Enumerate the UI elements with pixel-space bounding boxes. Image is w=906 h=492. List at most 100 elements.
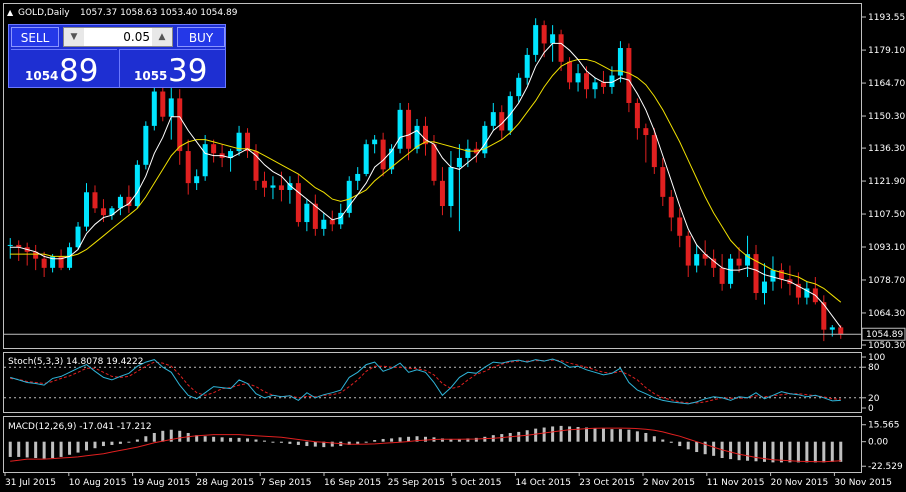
candle-body (745, 254, 751, 266)
candle (185, 139, 191, 195)
candle (211, 139, 217, 163)
candle-body (287, 183, 293, 190)
candle-body (728, 258, 734, 284)
macd-histogram-bar (398, 437, 402, 442)
macd-tick-label: -22.529 (868, 462, 903, 472)
price-tick-label: 1193.55 (868, 13, 905, 23)
candle (592, 77, 598, 99)
macd-pane[interactable] (3, 416, 862, 473)
macd-histogram-bar (483, 436, 487, 442)
sell-button[interactable]: SELL (11, 27, 59, 47)
bid-price-prefix: 1054 (25, 69, 59, 83)
one-click-trading-panel: SELL ▼ 0.05 ▲ BUY 1054 89 1055 39 (8, 24, 226, 88)
lot-decrease-icon[interactable]: ▼ (64, 28, 84, 46)
stoch-pane[interactable] (3, 352, 862, 413)
candle (660, 157, 666, 207)
macd-histogram-bar (551, 426, 555, 442)
candle-body (134, 164, 140, 207)
candle (482, 121, 488, 158)
candle-body (753, 254, 759, 294)
main-chart-pane[interactable] (3, 3, 862, 349)
price-tick-label: 1164.70 (868, 79, 905, 89)
candle-body (338, 212, 344, 225)
candle (694, 244, 700, 273)
candle-body (143, 125, 149, 165)
candle (439, 167, 445, 216)
current-price-label: 1054.89 (866, 330, 903, 340)
candle-body (389, 148, 395, 170)
candle-body (482, 125, 488, 154)
macd-histogram-bar (118, 441, 122, 444)
candle-body (550, 34, 556, 44)
macd-histogram-bar (135, 439, 139, 442)
candle (194, 169, 200, 190)
candle-body (372, 139, 378, 145)
candle-body (109, 208, 115, 216)
time-tick-label: 11 Nov 2015 (707, 478, 765, 488)
chart-menu-arrow-icon[interactable]: ▲ (7, 8, 14, 17)
candle-body (7, 244, 13, 246)
candle-body (719, 267, 725, 284)
candle (541, 20, 547, 58)
macd-histogram-bar (695, 441, 699, 453)
candle (363, 139, 369, 177)
macd-histogram-bar (762, 441, 766, 462)
candle (711, 249, 717, 277)
candle-body (202, 144, 208, 177)
ask-price-button[interactable]: 1055 39 (119, 49, 226, 88)
candle-body (355, 173, 361, 181)
macd-histogram-bar (796, 441, 800, 463)
macd-histogram-bar (330, 441, 334, 447)
macd-histogram-bar (254, 439, 258, 442)
macd-histogram-bar (729, 441, 733, 460)
candle (567, 57, 573, 90)
macd-histogram-bar (678, 441, 682, 447)
candle (151, 86, 157, 131)
lot-increase-icon[interactable]: ▲ (152, 28, 172, 46)
macd-histogram-bar (305, 441, 309, 447)
candle (575, 64, 581, 92)
candle-body (295, 183, 301, 223)
macd-histogram-bar (652, 436, 656, 442)
macd-histogram-bar (279, 441, 283, 443)
candle (295, 173, 301, 227)
candle-body (245, 132, 251, 152)
candle-body (778, 270, 784, 280)
time-tick-label: 16 Sep 2015 (324, 478, 381, 488)
candle-body (185, 151, 191, 184)
candle-body (499, 112, 505, 131)
time-tick-label: 31 Jul 2015 (5, 478, 56, 488)
candle-body (439, 180, 445, 207)
price-tick-label: 1093.10 (868, 243, 905, 253)
candle-body (516, 77, 522, 97)
time-tick-label: 14 Oct 2015 (515, 478, 571, 488)
macd-histogram-bar (737, 441, 741, 461)
macd-histogram-bar (110, 441, 114, 445)
candle-body (711, 258, 717, 268)
candle-body (58, 256, 64, 268)
buy-button[interactable]: BUY (177, 27, 225, 47)
candle (423, 116, 428, 156)
macd-histogram-bar (390, 438, 394, 442)
candle (558, 29, 564, 71)
macd-histogram-bar (246, 438, 250, 442)
macd-histogram-bar (686, 441, 690, 450)
macd-histogram-bar (381, 438, 385, 442)
lot-size-stepper[interactable]: ▼ 0.05 ▲ (63, 27, 173, 47)
macd-histogram-bar (195, 435, 199, 442)
candle (117, 194, 123, 216)
macd-histogram-bar (568, 426, 572, 442)
candle-body (346, 180, 352, 213)
time-tick-label: 23 Oct 2015 (579, 478, 635, 488)
candle (448, 151, 454, 218)
lot-size-value[interactable]: 0.05 (123, 30, 150, 44)
macd-histogram-bar (169, 429, 173, 442)
candle (355, 167, 361, 190)
candle-body (668, 196, 674, 218)
candle (329, 210, 335, 232)
bid-price-button[interactable]: 1054 89 (11, 49, 117, 88)
macd-histogram-bar (601, 428, 605, 442)
candle-body (592, 82, 598, 90)
macd-histogram-bar (59, 441, 63, 457)
